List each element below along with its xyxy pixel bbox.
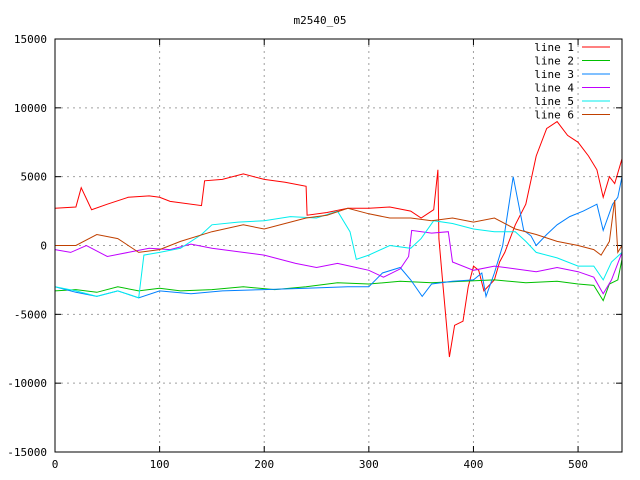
y-tick-label: 5000 [21, 171, 48, 184]
x-tick-label: 100 [150, 458, 170, 471]
x-tick-label: 0 [52, 458, 59, 471]
y-tick-label: -15000 [7, 446, 47, 459]
y-tick-label: -10000 [7, 377, 47, 390]
x-tick-label: 300 [359, 458, 379, 471]
legend-label: line 3 [534, 68, 574, 81]
series-line-3 [54, 176, 623, 299]
x-tick-label: 500 [568, 458, 588, 471]
series-line-4 [54, 229, 623, 295]
chart-title: m2540_05 [294, 14, 347, 27]
plot-frame [54, 38, 623, 453]
y-tick-label: -5000 [14, 308, 47, 321]
x-tick-label: 200 [254, 458, 274, 471]
series-line-5 [54, 210, 623, 299]
legend-label: line 4 [534, 82, 574, 95]
y-tick-label: 0 [40, 240, 47, 253]
y-tick-label: 10000 [14, 102, 47, 115]
legend-label: line 6 [534, 109, 574, 122]
grid [55, 39, 622, 452]
legend-label: line 1 [534, 41, 574, 54]
series-line-2 [54, 259, 623, 302]
x-tick-label: 400 [464, 458, 484, 471]
series-line-6 [55, 200, 623, 256]
series-group [54, 120, 623, 358]
series-line-1 [54, 120, 623, 358]
legend-label: line 2 [534, 55, 574, 68]
y-tick-label: 15000 [14, 33, 47, 46]
legend-label: line 5 [534, 95, 574, 108]
